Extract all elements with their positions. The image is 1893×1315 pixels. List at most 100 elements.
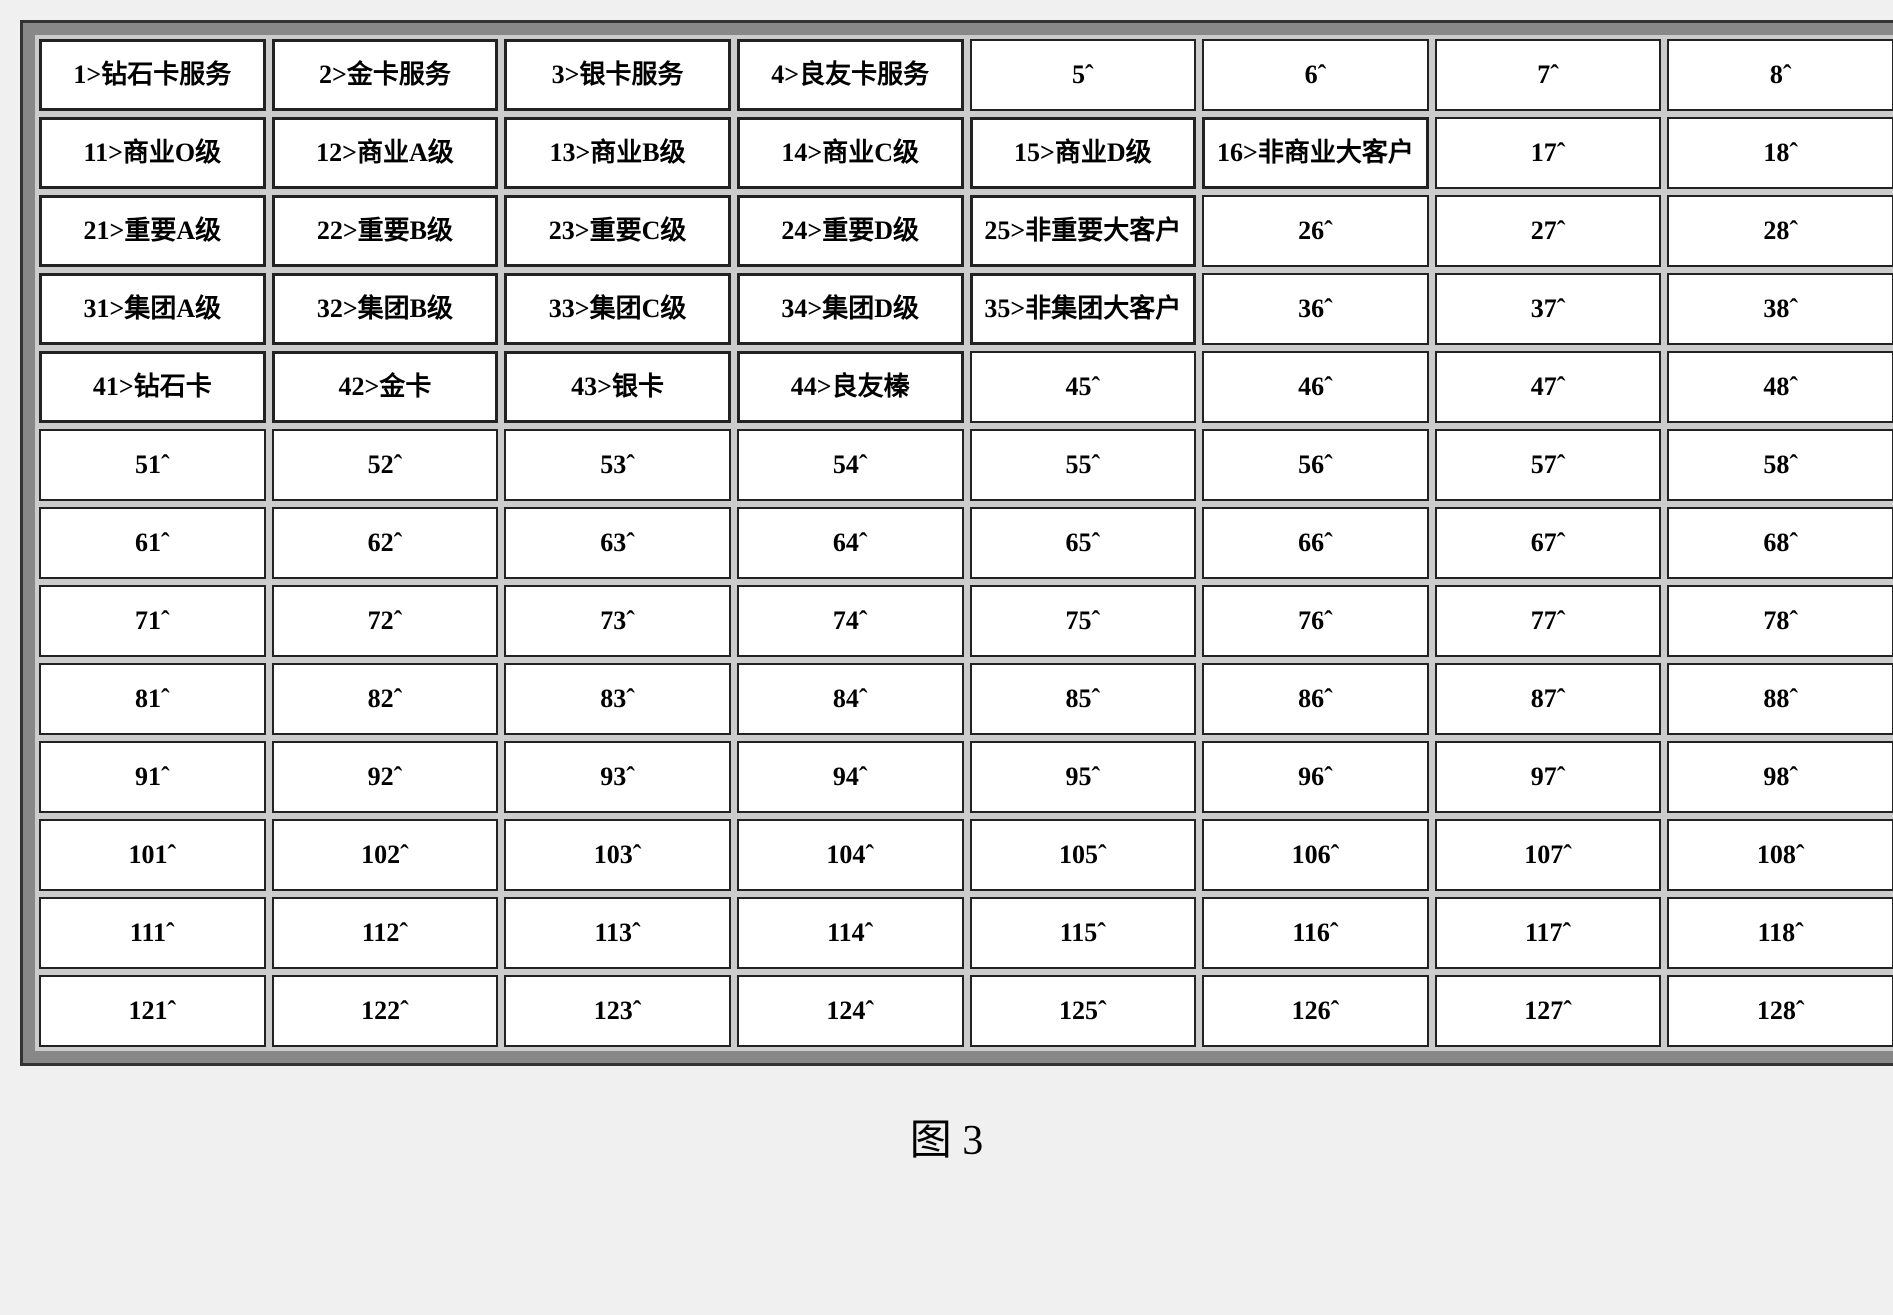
- grid-cell-77[interactable]: 95ˆ: [970, 741, 1197, 813]
- grid-cell-7[interactable]: 7ˆ: [1435, 39, 1662, 111]
- grid-cell-8[interactable]: 8ˆ: [1667, 39, 1893, 111]
- grid-cell-26[interactable]: 32>集团B级: [272, 273, 499, 345]
- grid-cell-13[interactable]: 15>商业D级: [970, 117, 1197, 189]
- grid-cell-76[interactable]: 94ˆ: [737, 741, 964, 813]
- grid-cell-18[interactable]: 22>重要B级: [272, 195, 499, 267]
- grid-cell-23[interactable]: 27ˆ: [1435, 195, 1662, 267]
- grid-cell-93[interactable]: 115ˆ: [970, 897, 1197, 969]
- grid-cell-59[interactable]: 73ˆ: [504, 585, 731, 657]
- grid-cell-43[interactable]: 53ˆ: [504, 429, 731, 501]
- grid-cell-67[interactable]: 83ˆ: [504, 663, 731, 735]
- grid-cell-99[interactable]: 123ˆ: [504, 975, 731, 1047]
- grid-cell-79[interactable]: 97ˆ: [1435, 741, 1662, 813]
- grid-cell-33[interactable]: 41>钻石卡: [39, 351, 266, 423]
- grid-cell-100[interactable]: 124ˆ: [737, 975, 964, 1047]
- grid-cell-90[interactable]: 112ˆ: [272, 897, 499, 969]
- grid-cell-60[interactable]: 74ˆ: [737, 585, 964, 657]
- grid-cell-80[interactable]: 98ˆ: [1667, 741, 1893, 813]
- grid-cell-12[interactable]: 14>商业C级: [737, 117, 964, 189]
- grid-cell-71[interactable]: 87ˆ: [1435, 663, 1662, 735]
- grid-cell-28[interactable]: 34>集团D级: [737, 273, 964, 345]
- grid-cell-94[interactable]: 116ˆ: [1202, 897, 1429, 969]
- grid-cell-56[interactable]: 68ˆ: [1667, 507, 1893, 579]
- grid-cell-9[interactable]: 11>商业O级: [39, 117, 266, 189]
- grid-cell-22[interactable]: 26ˆ: [1202, 195, 1429, 267]
- grid-cell-68[interactable]: 84ˆ: [737, 663, 964, 735]
- grid-cell-61[interactable]: 75ˆ: [970, 585, 1197, 657]
- grid-cell-70[interactable]: 86ˆ: [1202, 663, 1429, 735]
- grid-cell-102[interactable]: 126ˆ: [1202, 975, 1429, 1047]
- grid-cell-86[interactable]: 106ˆ: [1202, 819, 1429, 891]
- grid-cell-34[interactable]: 42>金卡: [272, 351, 499, 423]
- grid-cell-27[interactable]: 33>集团C级: [504, 273, 731, 345]
- grid-cell-42[interactable]: 52ˆ: [272, 429, 499, 501]
- grid-cell-2[interactable]: 2>金卡服务: [272, 39, 499, 111]
- grid-cell-25[interactable]: 31>集团A级: [39, 273, 266, 345]
- grid-cell-101[interactable]: 125ˆ: [970, 975, 1197, 1047]
- grid-cell-47[interactable]: 57ˆ: [1435, 429, 1662, 501]
- grid-cell-39[interactable]: 47ˆ: [1435, 351, 1662, 423]
- grid-cell-37[interactable]: 45ˆ: [970, 351, 1197, 423]
- grid-cell-54[interactable]: 66ˆ: [1202, 507, 1429, 579]
- grid-cell-17[interactable]: 21>重要A级: [39, 195, 266, 267]
- grid-cell-83[interactable]: 103ˆ: [504, 819, 731, 891]
- grid-cell-11[interactable]: 13>商业B级: [504, 117, 731, 189]
- grid-cell-1[interactable]: 1>钻石卡服务: [39, 39, 266, 111]
- grid-cell-31[interactable]: 37ˆ: [1435, 273, 1662, 345]
- grid-cell-84[interactable]: 104ˆ: [737, 819, 964, 891]
- grid-cell-40[interactable]: 48ˆ: [1667, 351, 1893, 423]
- grid-cell-16[interactable]: 18ˆ: [1667, 117, 1893, 189]
- grid-cell-3[interactable]: 3>银卡服务: [504, 39, 731, 111]
- grid-cell-63[interactable]: 77ˆ: [1435, 585, 1662, 657]
- grid-cell-36[interactable]: 44>良友榛: [737, 351, 964, 423]
- grid-cell-81[interactable]: 101ˆ: [39, 819, 266, 891]
- grid-cell-15[interactable]: 17ˆ: [1435, 117, 1662, 189]
- grid-cell-20[interactable]: 24>重要D级: [737, 195, 964, 267]
- grid-cell-75[interactable]: 93ˆ: [504, 741, 731, 813]
- grid-cell-48[interactable]: 58ˆ: [1667, 429, 1893, 501]
- grid-cell-49[interactable]: 61ˆ: [39, 507, 266, 579]
- grid-cell-5[interactable]: 5ˆ: [970, 39, 1197, 111]
- grid-cell-92[interactable]: 114ˆ: [737, 897, 964, 969]
- grid-cell-41[interactable]: 51ˆ: [39, 429, 266, 501]
- grid-cell-87[interactable]: 107ˆ: [1435, 819, 1662, 891]
- grid-cell-29[interactable]: 35>非集团大客户: [970, 273, 1197, 345]
- grid-cell-62[interactable]: 76ˆ: [1202, 585, 1429, 657]
- grid-cell-50[interactable]: 62ˆ: [272, 507, 499, 579]
- grid-cell-21[interactable]: 25>非重要大客户: [970, 195, 1197, 267]
- grid-cell-55[interactable]: 67ˆ: [1435, 507, 1662, 579]
- grid-cell-78[interactable]: 96ˆ: [1202, 741, 1429, 813]
- grid-cell-73[interactable]: 91ˆ: [39, 741, 266, 813]
- grid-cell-85[interactable]: 105ˆ: [970, 819, 1197, 891]
- grid-cell-66[interactable]: 82ˆ: [272, 663, 499, 735]
- grid-cell-52[interactable]: 64ˆ: [737, 507, 964, 579]
- grid-cell-57[interactable]: 71ˆ: [39, 585, 266, 657]
- grid-cell-46[interactable]: 56ˆ: [1202, 429, 1429, 501]
- grid-cell-65[interactable]: 81ˆ: [39, 663, 266, 735]
- grid-cell-30[interactable]: 36ˆ: [1202, 273, 1429, 345]
- grid-cell-14[interactable]: 16>非商业大客户: [1202, 117, 1429, 189]
- grid-cell-51[interactable]: 63ˆ: [504, 507, 731, 579]
- grid-cell-44[interactable]: 54ˆ: [737, 429, 964, 501]
- grid-cell-82[interactable]: 102ˆ: [272, 819, 499, 891]
- grid-cell-53[interactable]: 65ˆ: [970, 507, 1197, 579]
- grid-cell-19[interactable]: 23>重要C级: [504, 195, 731, 267]
- grid-cell-32[interactable]: 38ˆ: [1667, 273, 1893, 345]
- grid-cell-6[interactable]: 6ˆ: [1202, 39, 1429, 111]
- grid-cell-104[interactable]: 128ˆ: [1667, 975, 1893, 1047]
- grid-cell-96[interactable]: 118ˆ: [1667, 897, 1893, 969]
- grid-cell-58[interactable]: 72ˆ: [272, 585, 499, 657]
- grid-cell-64[interactable]: 78ˆ: [1667, 585, 1893, 657]
- grid-cell-38[interactable]: 46ˆ: [1202, 351, 1429, 423]
- grid-cell-98[interactable]: 122ˆ: [272, 975, 499, 1047]
- grid-cell-97[interactable]: 121ˆ: [39, 975, 266, 1047]
- grid-cell-4[interactable]: 4>良友卡服务: [737, 39, 964, 111]
- grid-cell-69[interactable]: 85ˆ: [970, 663, 1197, 735]
- grid-cell-88[interactable]: 108ˆ: [1667, 819, 1893, 891]
- grid-cell-10[interactable]: 12>商业A级: [272, 117, 499, 189]
- grid-cell-91[interactable]: 113ˆ: [504, 897, 731, 969]
- grid-cell-35[interactable]: 43>银卡: [504, 351, 731, 423]
- grid-cell-95[interactable]: 117ˆ: [1435, 897, 1662, 969]
- grid-cell-45[interactable]: 55ˆ: [970, 429, 1197, 501]
- grid-cell-103[interactable]: 127ˆ: [1435, 975, 1662, 1047]
